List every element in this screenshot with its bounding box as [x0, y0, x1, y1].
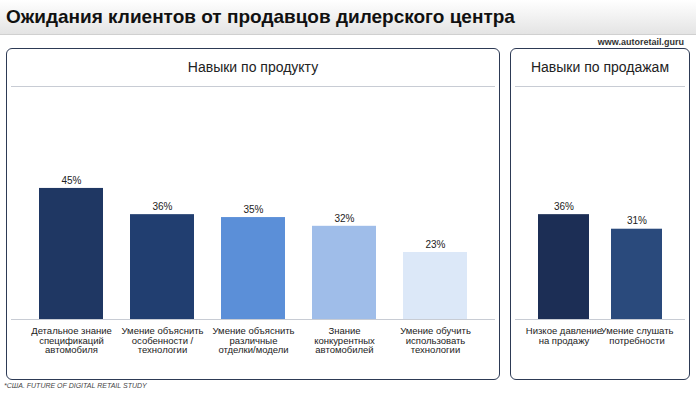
- html-text:www.autoretail.guru: www.autoretail.guru: [597, 37, 684, 47]
- svg-text:32%: 32%: [334, 213, 354, 224]
- svg-text:45%: 45%: [61, 175, 81, 186]
- svg-text:Умение объяснитьразличныеотдел: Умение объяснитьразличныеотделки/модели: [213, 325, 295, 355]
- svg-text:Низкое давлениена продажу: Низкое давлениена продажу: [526, 325, 602, 346]
- svg-text:36%: 36%: [152, 201, 172, 212]
- html-text:Ожидания клиентов от продавцов: Ожидания клиентов от продавцов дилерског…: [6, 6, 515, 27]
- svg-text:23%: 23%: [425, 239, 445, 250]
- html-text:*США. FUTURE OF DIGITAL RETAIL: *США. FUTURE OF DIGITAL RETAIL STUDY: [4, 382, 147, 389]
- svg-text:35%: 35%: [243, 204, 263, 215]
- svg-text:Знаниеконкурентныхавтомобилей: Знаниеконкурентныхавтомобилей: [314, 325, 375, 355]
- svg-text:Умение обучитьиспользоватьтехн: Умение обучитьиспользоватьтехнологии: [400, 325, 471, 355]
- svg-text:Умение слушатьпотребности: Умение слушатьпотребности: [601, 325, 674, 346]
- svg-text:36%: 36%: [554, 201, 574, 212]
- svg-text:Детальное знаниеспецификацийав: Детальное знаниеспецификацийавтомобиля: [31, 325, 112, 355]
- html-text:Навыки по продукту: Навыки по продукту: [187, 59, 319, 75]
- svg-text:31%: 31%: [627, 215, 647, 226]
- svg-text:Умение объяснитьособенности /т: Умение объяснитьособенности /технологии: [122, 325, 204, 355]
- html-text:Навыки по продажам: Навыки по продажам: [531, 59, 669, 75]
